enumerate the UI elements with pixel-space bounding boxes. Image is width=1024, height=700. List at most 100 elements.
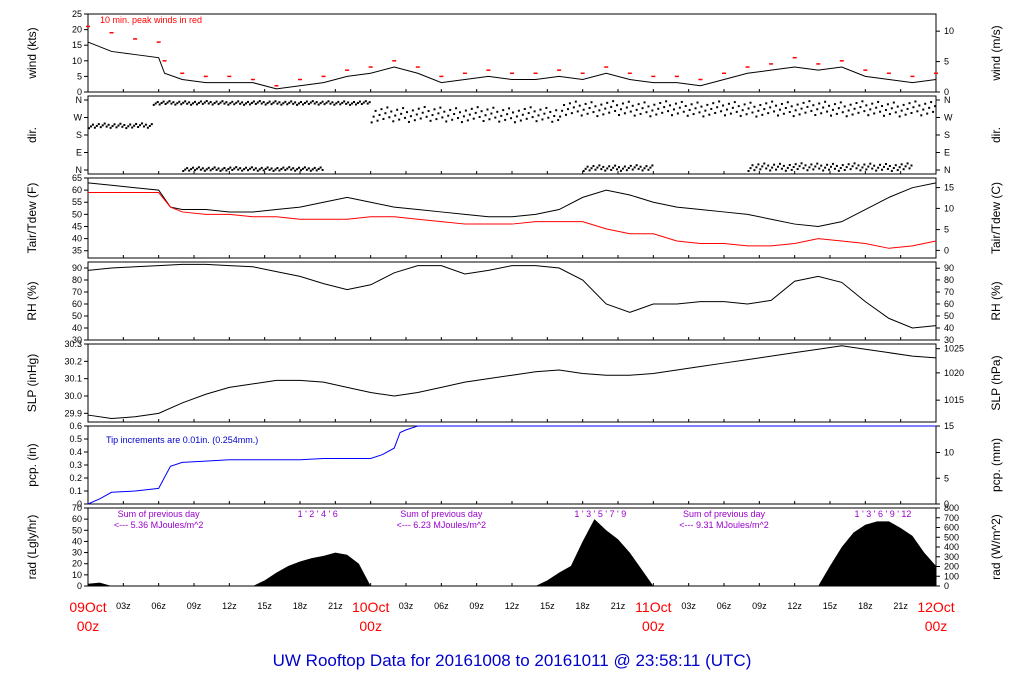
ytick-label-right: 1015 <box>944 395 964 405</box>
dir-point <box>818 102 821 105</box>
xtick-hour-label: 06z <box>717 601 732 611</box>
dir-point <box>647 168 650 171</box>
dir-point <box>775 168 778 171</box>
dir-point <box>478 115 481 118</box>
ytick-label-right: 0 <box>944 581 949 591</box>
dir-point <box>186 167 189 170</box>
ytick-label-left: 60 <box>72 299 82 309</box>
dir-point <box>288 101 291 104</box>
dir-point <box>117 124 120 127</box>
xtick-hour-label: 18z <box>858 601 873 611</box>
dir-point <box>718 100 721 103</box>
dir-point <box>455 107 458 110</box>
dir-point <box>749 101 752 104</box>
dir-point <box>247 100 249 103</box>
dir-point <box>315 169 318 172</box>
dir-point <box>203 169 206 172</box>
dir-point <box>229 102 232 105</box>
dir-point <box>513 121 516 124</box>
ytick-label-left: 40 <box>72 234 82 244</box>
dir-point <box>643 167 646 170</box>
dir-point <box>635 108 638 111</box>
ytick-label-right: 40 <box>944 323 954 333</box>
dir-point <box>910 164 913 167</box>
dir-point <box>623 112 626 115</box>
xtick-hour-label: 21z <box>328 601 343 611</box>
dir-point <box>747 170 750 172</box>
dir-point <box>765 102 768 105</box>
dir-point <box>863 110 866 113</box>
dir-point <box>627 100 630 103</box>
ylabel-left: SLP (inHg) <box>25 354 39 412</box>
dir-point <box>517 109 520 112</box>
ytick-label-left: 5 <box>77 71 82 81</box>
dir-point <box>869 108 872 111</box>
dir-point <box>835 164 838 167</box>
dir-point <box>669 104 672 107</box>
xtick-hour-label: 15z <box>257 601 272 611</box>
dir-point <box>237 100 240 103</box>
dir-point <box>847 163 850 166</box>
dir-point <box>700 105 703 108</box>
dir-point <box>502 109 505 112</box>
dir-point <box>266 166 269 169</box>
dir-point <box>351 102 354 105</box>
dir-point <box>139 124 142 127</box>
dir-point <box>816 162 819 165</box>
dir-point <box>643 101 646 104</box>
dir-point <box>877 100 880 103</box>
dir-point <box>427 110 430 113</box>
dir-point <box>137 126 140 129</box>
dir-point <box>301 167 304 170</box>
dir-point <box>930 101 933 104</box>
dir-point <box>725 108 728 111</box>
dir-point <box>205 100 208 103</box>
dir-point <box>771 166 774 169</box>
dir-point <box>321 100 324 103</box>
dir-point <box>131 126 134 129</box>
dir-point <box>845 115 848 118</box>
dir-point <box>612 100 615 103</box>
dir-point <box>906 107 909 110</box>
dir-point <box>902 103 905 106</box>
dir-point <box>294 169 297 172</box>
dir-point <box>296 103 299 106</box>
dir-point <box>802 167 805 170</box>
dir-point <box>841 111 844 114</box>
panel-frame <box>87 177 937 259</box>
dir-point <box>759 168 762 171</box>
dir-point <box>459 111 461 114</box>
xtick-hour-label: 09z <box>752 601 767 611</box>
dir-point <box>398 118 401 121</box>
dir-point <box>466 119 469 122</box>
dir-point <box>928 106 931 109</box>
dir-point <box>435 118 438 121</box>
dir-point <box>627 167 630 170</box>
dir-point <box>252 100 255 103</box>
dir-point <box>276 167 279 170</box>
dir-point <box>290 100 293 103</box>
dir-point <box>358 100 361 103</box>
dir-point <box>404 116 407 119</box>
series-line-0 <box>87 425 936 505</box>
dir-point <box>780 102 783 105</box>
dir-point <box>419 117 422 120</box>
ytick-label-right: 10 <box>944 26 954 36</box>
dir-point <box>826 110 829 113</box>
dir-point <box>300 169 302 172</box>
dir-point <box>808 166 811 169</box>
xtick-hour-label: 03z <box>116 601 131 611</box>
dir-point <box>757 163 760 166</box>
ytick-label-right: 100 <box>944 571 959 581</box>
dir-point <box>209 169 212 172</box>
xtick-hour-label: 21z <box>893 601 908 611</box>
ytick-label-left: N <box>76 165 83 175</box>
dir-point <box>207 102 210 105</box>
dir-point <box>786 101 789 104</box>
dir-point <box>588 107 591 109</box>
dir-point <box>506 113 509 116</box>
dir-point <box>849 168 852 171</box>
dir-point <box>417 107 420 110</box>
dir-point <box>445 120 448 123</box>
